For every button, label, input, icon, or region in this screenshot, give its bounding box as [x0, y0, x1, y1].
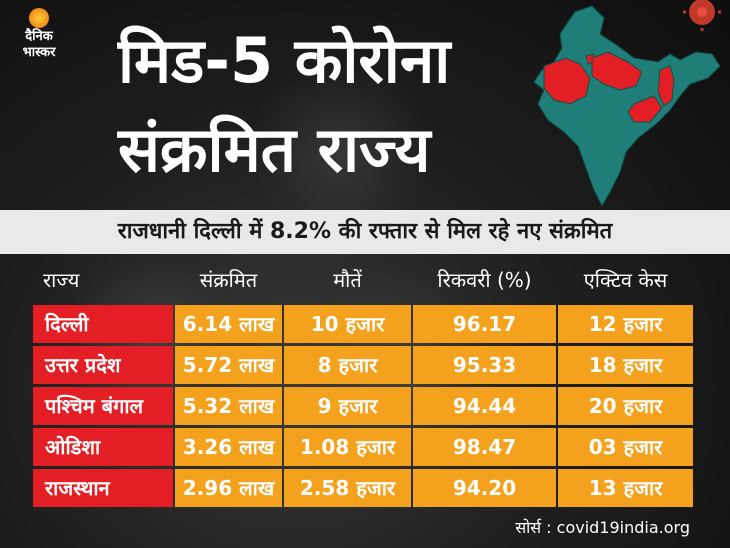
infected-cell: 2.96 लाख — [175, 469, 282, 507]
recovery-cell: 95.33 — [413, 346, 556, 384]
state-cell: दिल्ली — [33, 305, 173, 343]
table-row: दिल्ली 6.14 लाख 10 हजार 96.17 12 हजार — [33, 305, 693, 343]
infected-cell: 5.72 लाख — [175, 346, 282, 384]
infected-cell: 5.32 लाख — [175, 387, 282, 425]
deaths-cell: 10 हजार — [284, 305, 411, 343]
rajasthan-region — [543, 57, 591, 105]
table-row: पश्चिम बंगाल 5.32 लाख 9 हजार 94.44 20 हज… — [33, 387, 693, 425]
page-title-line2: संक्रमित राज्य — [118, 113, 431, 186]
column-header-infected: संक्रमित — [199, 268, 258, 292]
india-outline — [533, 5, 721, 208]
west-bengal-region — [657, 65, 675, 107]
active-cell: 20 हजार — [558, 387, 693, 425]
recovery-cell: 94.44 — [413, 387, 556, 425]
state-cell: राजस्थान — [33, 469, 173, 507]
logo-text-line1: दैनिक — [25, 29, 53, 44]
column-header-recovery: रिकवरी (%) — [437, 268, 532, 292]
active-cell: 12 हजार — [558, 305, 693, 343]
infected-cell: 3.26 लाख — [175, 428, 282, 466]
sun-icon — [29, 8, 49, 28]
virus-icon — [683, 0, 721, 31]
subtitle-text: राजधानी दिल्ली में 8.2% की रफ्तार से मिल… — [117, 219, 613, 244]
state-cell: ओडिशा — [33, 428, 173, 466]
table-row: ओडिशा 3.26 लाख 1.08 हजार 98.47 03 हजार — [33, 428, 693, 466]
dainik-bhaskar-logo: दैनिक भास्कर — [8, 8, 70, 70]
table-row: उत्तर प्रदेश 5.72 लाख 8 हजार 95.33 18 हज… — [33, 346, 693, 384]
deaths-cell: 9 हजार — [284, 387, 411, 425]
infected-cell: 6.14 लाख — [175, 305, 282, 343]
recovery-cell: 94.20 — [413, 469, 556, 507]
source-text: सोर्स : covid19india.org — [515, 518, 690, 537]
recovery-cell: 96.17 — [413, 305, 556, 343]
odisha-region — [627, 95, 663, 123]
subtitle-banner: राजधानी दिल्ली में 8.2% की रफ्तार से मिल… — [0, 210, 730, 254]
column-header-deaths: मौतें — [333, 268, 362, 292]
state-cell: पश्चिम बंगाल — [33, 387, 173, 425]
recovery-cell: 98.47 — [413, 428, 556, 466]
deaths-cell: 1.08 हजार — [284, 428, 411, 466]
active-cell: 03 हजार — [558, 428, 693, 466]
india-map-icon — [533, 0, 721, 208]
page-title-line1: मिड-5 कोरोना — [118, 24, 451, 97]
deaths-cell: 2.58 हजार — [284, 469, 411, 507]
table-row: राजस्थान 2.96 लाख 2.58 हजार 94.20 13 हजा… — [33, 469, 693, 507]
active-cell: 13 हजार — [558, 469, 693, 507]
column-header-active: एक्टिव केस — [583, 268, 668, 292]
uttar-pradesh-region — [591, 51, 643, 91]
active-cell: 18 हजार — [558, 346, 693, 384]
state-cell: उत्तर प्रदेश — [33, 346, 173, 384]
column-header-state: राज्य — [43, 268, 80, 292]
deaths-cell: 8 हजार — [284, 346, 411, 384]
logo-text-line2: भास्कर — [22, 45, 56, 60]
